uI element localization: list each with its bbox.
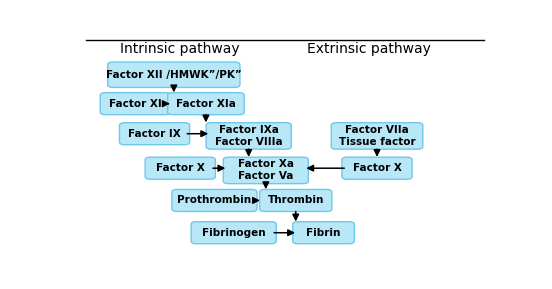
Text: Factor XII /HMWK”/PK”: Factor XII /HMWK”/PK” xyxy=(106,70,242,80)
Text: Prothrombin: Prothrombin xyxy=(177,195,252,205)
Text: Thrombin: Thrombin xyxy=(268,195,324,205)
Text: Factor IXa
Factor VIIIa: Factor IXa Factor VIIIa xyxy=(215,125,283,147)
FancyBboxPatch shape xyxy=(331,123,423,149)
Text: Factor IX: Factor IX xyxy=(128,129,181,139)
Text: Extrinsic pathway: Extrinsic pathway xyxy=(306,42,431,56)
FancyBboxPatch shape xyxy=(168,93,244,115)
FancyBboxPatch shape xyxy=(342,157,412,179)
Text: Factor XIa: Factor XIa xyxy=(176,99,236,109)
FancyBboxPatch shape xyxy=(100,93,171,115)
FancyBboxPatch shape xyxy=(108,62,240,87)
Text: Factor VIIa
Tissue factor: Factor VIIa Tissue factor xyxy=(339,125,415,147)
Text: Intrinsic pathway: Intrinsic pathway xyxy=(120,42,240,56)
Text: Fibrinogen: Fibrinogen xyxy=(202,228,266,238)
Text: Factor X: Factor X xyxy=(156,163,205,173)
Text: Factor X: Factor X xyxy=(353,163,401,173)
FancyBboxPatch shape xyxy=(259,190,332,212)
FancyBboxPatch shape xyxy=(223,157,309,184)
FancyBboxPatch shape xyxy=(172,190,257,212)
FancyBboxPatch shape xyxy=(206,123,291,149)
Text: Factor XI: Factor XI xyxy=(109,99,162,109)
Text: Fibrin: Fibrin xyxy=(306,228,341,238)
Text: Factor Xa
Factor Va: Factor Xa Factor Va xyxy=(238,160,294,181)
FancyBboxPatch shape xyxy=(145,157,215,179)
FancyBboxPatch shape xyxy=(293,222,354,244)
FancyBboxPatch shape xyxy=(191,222,276,244)
FancyBboxPatch shape xyxy=(119,123,190,145)
